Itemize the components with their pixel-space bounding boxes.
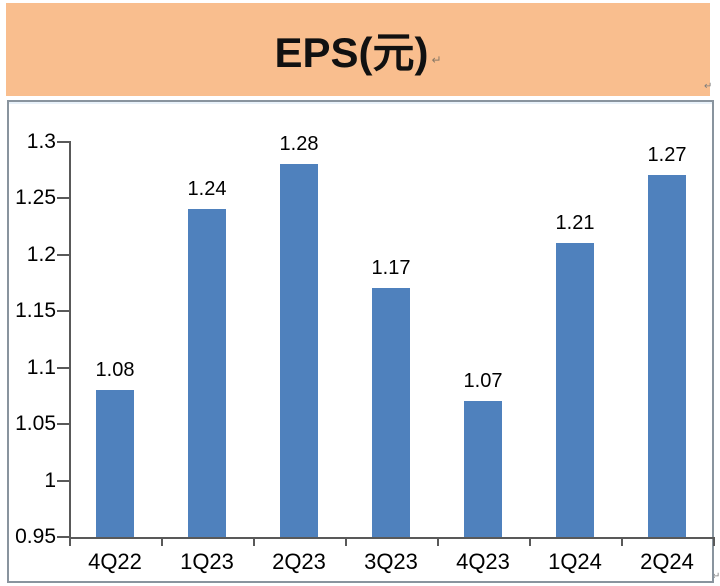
bar-value-label: 1.08: [95, 359, 135, 382]
eps-bar-chart: 0.95 1 1.05 1.1 1.15 1.2 1.25 1.3 1.08 4Q22 1.24 1Q…: [7, 100, 715, 583]
y-axis-tick-label: 1: [44, 468, 56, 492]
y-axis-tick: [57, 536, 69, 538]
x-axis-line: [69, 537, 713, 539]
y-axis-tick: [57, 366, 69, 369]
x-axis-category-label: 4Q22: [88, 549, 142, 574]
y-axis-tick-label: 1.2: [26, 242, 56, 266]
x-axis-category-label: 2Q24: [640, 549, 694, 574]
x-axis-category-label: 1Q24: [548, 549, 602, 574]
y-axis-tick-label: 0.95: [15, 525, 56, 548]
chart-title-banner: EPS(元) ↵: [6, 3, 710, 96]
bar-2Q24: [648, 175, 686, 537]
y-axis-tick: [57, 140, 69, 143]
x-axis-tick: [621, 537, 623, 546]
y-axis-tick-label: 1.3: [26, 129, 56, 153]
y-axis-tick: [57, 253, 69, 256]
y-axis-tick-label: 1.1: [26, 355, 56, 379]
chart-title: EPS(元): [274, 29, 429, 76]
bar-3Q23: [372, 288, 410, 537]
y-axis-tick: [57, 479, 69, 482]
x-axis-tick: [437, 537, 439, 546]
bar-value-label: 1.27: [647, 144, 687, 167]
y-axis-tick: [57, 197, 69, 199]
x-axis-category-label: 1Q23: [180, 549, 234, 574]
bar-4Q23: [464, 401, 502, 537]
chart-top-sheen: [9, 102, 712, 104]
bar-value-label: 1.21: [555, 212, 595, 235]
anchor-mark-icon: ↵: [712, 571, 720, 582]
x-axis-category-label: 4Q23: [456, 549, 510, 574]
paragraph-mark-icon: ↵: [431, 52, 442, 67]
x-axis-tick: [529, 537, 531, 546]
x-axis-tick: [253, 537, 255, 546]
plot-area: 0.95 1 1.05 1.1 1.15 1.2 1.25 1.3 1.08 4Q22 1.24 1Q…: [9, 102, 715, 581]
bar-value-label: 1.24: [187, 178, 227, 201]
x-axis-tick: [161, 537, 163, 546]
y-axis-tick-label: 1.15: [15, 299, 56, 322]
y-axis-line: [69, 141, 71, 539]
x-axis-category-label: 2Q23: [272, 549, 326, 574]
y-axis-tick-label: 1.05: [15, 412, 56, 435]
bar-4Q22: [96, 390, 134, 537]
anchor-mark-icon: ↵: [704, 81, 713, 92]
bar-2Q23: [280, 164, 318, 537]
x-axis-category-label: 3Q23: [364, 549, 418, 574]
bar-value-label: 1.28: [279, 133, 319, 156]
x-axis-tick: [713, 537, 715, 546]
x-axis-tick: [69, 537, 71, 546]
bar-1Q23: [188, 209, 226, 537]
y-axis-tick-label: 1.25: [15, 186, 56, 209]
bar-value-label: 1.17: [371, 257, 411, 280]
y-axis-tick: [57, 310, 69, 312]
bar-1Q24: [556, 243, 594, 537]
x-axis-tick: [345, 537, 347, 546]
bar-value-label: 1.07: [463, 370, 503, 393]
y-axis-tick: [57, 423, 69, 425]
